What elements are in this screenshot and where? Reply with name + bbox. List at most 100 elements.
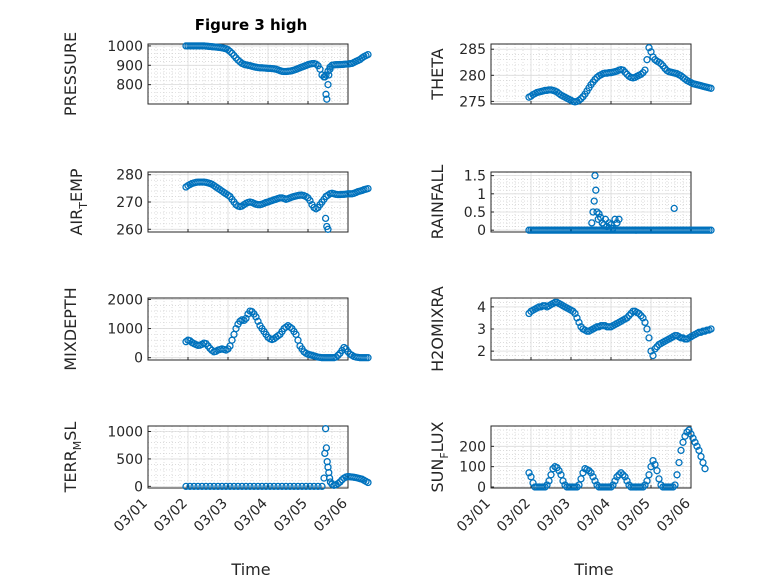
data-point — [641, 66, 649, 74]
data-point — [595, 210, 603, 218]
data-point — [545, 477, 553, 485]
data-point — [623, 314, 631, 322]
y-axis-label: THETA — [428, 48, 447, 100]
axes-box — [147, 297, 349, 361]
data-point — [324, 225, 332, 233]
data-point — [278, 482, 286, 491]
y-tick-label: 800 — [116, 78, 143, 94]
y-tick-label: 285 — [459, 42, 486, 58]
x-tick-label: 03/05 — [614, 496, 654, 536]
data-point — [635, 309, 643, 318]
data-point — [645, 44, 653, 52]
data-point — [322, 90, 330, 98]
data-point — [194, 482, 202, 491]
data-point — [671, 481, 679, 489]
data-point — [645, 471, 653, 479]
y-tick-label: 500 — [116, 452, 143, 468]
data-point — [637, 312, 645, 320]
y-tick-label: 260 — [116, 222, 143, 238]
data-point — [266, 482, 274, 491]
data-point — [641, 318, 649, 327]
data-point — [641, 481, 649, 489]
data-point — [306, 482, 314, 491]
axes-frame — [490, 43, 692, 105]
data-point — [577, 475, 585, 483]
data-point — [529, 479, 537, 487]
y-axis-label: AIRTEMP — [67, 168, 90, 235]
y-tick-label: 1000 — [107, 424, 143, 440]
data-point — [689, 434, 697, 442]
data-point — [585, 467, 593, 475]
data-point — [364, 478, 372, 487]
data-point — [639, 483, 647, 491]
data-point — [555, 467, 563, 475]
data-point — [286, 482, 294, 491]
data-point — [282, 482, 290, 491]
data-point — [685, 426, 693, 434]
data-point — [699, 458, 707, 467]
y-tick-label: 1.5 — [464, 169, 486, 185]
data-point — [294, 482, 302, 491]
data-point — [615, 215, 623, 223]
data-point — [677, 446, 685, 455]
data-point — [242, 314, 250, 323]
data-point — [679, 438, 687, 446]
data-point — [617, 469, 625, 477]
data-point — [527, 473, 535, 481]
data-point — [190, 482, 198, 491]
data-point — [274, 482, 282, 491]
data-point — [324, 80, 332, 89]
data-point — [321, 73, 329, 81]
data-point — [609, 481, 617, 489]
axes-frame — [147, 43, 349, 105]
data-point — [325, 474, 334, 482]
x-tick-label: 03/02 — [494, 496, 534, 536]
data-point — [232, 324, 240, 333]
data-point — [591, 75, 599, 84]
data-point — [637, 70, 645, 78]
data-point — [302, 482, 310, 491]
y-tick-label: 280 — [459, 68, 486, 84]
data-point — [242, 482, 250, 491]
data-point — [541, 483, 549, 491]
data-point — [364, 184, 372, 193]
data-point — [643, 325, 651, 333]
data-point — [687, 430, 695, 438]
axes-box — [147, 425, 349, 489]
axes-frame — [147, 171, 349, 233]
data-point — [592, 186, 600, 194]
y-axis-label: MIXDEPTH — [61, 287, 80, 370]
data-point — [611, 477, 619, 485]
data-point — [198, 482, 206, 491]
data-point — [364, 354, 372, 362]
data-point — [619, 66, 627, 74]
data-point — [591, 171, 599, 180]
subplot-rainfall: 0 0.5 1 1.5 RAINFALL — [428, 165, 715, 239]
data-point — [649, 456, 657, 465]
data-point — [609, 224, 617, 233]
data-point — [557, 471, 565, 479]
data-point — [321, 425, 330, 433]
data-point — [653, 467, 661, 475]
data-point — [238, 482, 246, 491]
y-tick-label: 1000 — [107, 322, 143, 338]
data-point — [222, 482, 230, 491]
data-point — [573, 483, 581, 491]
data-point — [683, 428, 691, 436]
data-point — [707, 226, 715, 234]
x-tick-label: 03/03 — [191, 496, 231, 536]
data-point — [262, 482, 270, 491]
subplot-pressure: 800 900 1000 PRESSURE — [61, 32, 372, 116]
data-point — [621, 473, 629, 481]
data-point — [312, 60, 320, 68]
x-tick-label: 03/01 — [111, 496, 151, 536]
subplot-mixdepth: 0 1000 2000 MIXDEPTH — [61, 287, 372, 371]
y-tick-label: 0 — [134, 351, 143, 367]
data-point — [649, 351, 657, 360]
data-point — [210, 482, 218, 491]
y-tick-label: 100 — [459, 460, 486, 476]
x-tick-label: 03/03 — [534, 496, 574, 536]
data-point — [643, 477, 651, 485]
data-point — [587, 469, 595, 477]
